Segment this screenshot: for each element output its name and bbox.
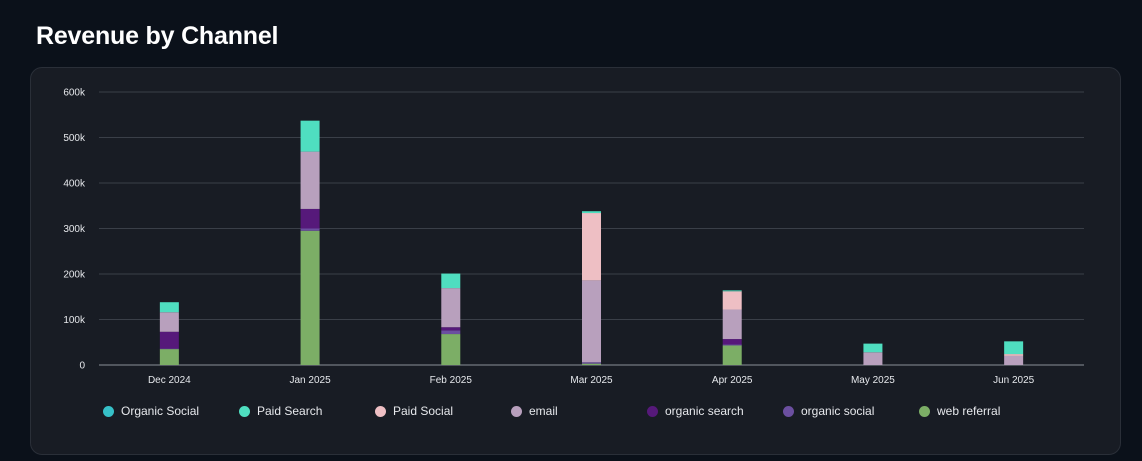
legend-item-organic-social[interactable]: organic social	[783, 404, 919, 418]
y-tick-label: 600k	[63, 88, 86, 99]
legend-dot-icon	[239, 405, 250, 417]
legend-item-organic-social[interactable]: Organic Social	[103, 404, 239, 418]
bar-jan-2025-organic-social[interactable]	[300, 228, 320, 231]
legend-label: organic social	[801, 404, 875, 418]
legend-dot-icon	[103, 405, 114, 417]
x-tick-label: Mar 2025	[570, 375, 613, 386]
bar-may-2025-paid-search[interactable]	[863, 343, 883, 353]
bar-feb-2025-web-referral[interactable]	[441, 334, 461, 365]
y-tick-label: 0	[79, 361, 85, 372]
bar-mar-2025-email[interactable]	[582, 280, 601, 363]
x-tick-label: Feb 2025	[430, 375, 473, 386]
bar-feb-2025-organic-social[interactable]	[441, 330, 461, 335]
bar-jan-2025-organic-search[interactable]	[300, 208, 320, 229]
bar-apr-2025-paid-social[interactable]	[722, 291, 742, 310]
bar-feb-2025-organic-search[interactable]	[441, 327, 461, 331]
bar-dec-2024-paid-search[interactable]	[159, 302, 179, 313]
bar-mar-2025-organic-social[interactable]	[582, 362, 601, 364]
bar-mar-2025-web-referral[interactable]	[582, 363, 601, 365]
legend: Organic Social Paid Search Paid Social emai…	[103, 404, 1055, 418]
bar-apr-2025-email[interactable]	[722, 309, 742, 340]
bar-jun-2025-email[interactable]	[1004, 355, 1024, 365]
legend-label: organic search	[665, 404, 744, 418]
bar-jun-2025-paid-search[interactable]	[1004, 341, 1024, 355]
legend-label: email	[529, 404, 558, 418]
legend-item-paid-search[interactable]: Paid Search	[239, 404, 375, 418]
x-tick-label: Apr 2025	[712, 375, 753, 386]
y-tick-label: 200k	[63, 270, 86, 281]
bar-jan-2025-email[interactable]	[300, 151, 320, 209]
legend-dot-icon	[647, 405, 658, 417]
bar-apr-2025-organic-social[interactable]	[722, 344, 742, 346]
legend-item-paid-social[interactable]: Paid Social	[375, 404, 511, 418]
legend-label: Paid Social	[393, 404, 454, 418]
chart-card: 0 100k 200k 300k 400k 500k 600k Dec 2024 Jan 20…	[30, 67, 1121, 455]
bar-feb-2025-paid-search[interactable]	[441, 273, 461, 289]
bar-dec-2024-email[interactable]	[159, 312, 179, 332]
legend-item-web-referral[interactable]: web referral	[919, 404, 1055, 418]
legend-label: web referral	[937, 404, 1001, 418]
legend-label: Paid Search	[257, 404, 323, 418]
legend-dot-icon	[511, 405, 522, 417]
legend-label: Organic Social	[121, 404, 200, 418]
bar-dec-2024-web-referral[interactable]	[159, 349, 179, 365]
x-axis-ticks: Dec 2024 Jan 2025 Feb 2025 Mar 2025 Apr 2025…	[148, 375, 1035, 386]
bar-may-2025-email[interactable]	[863, 352, 883, 365]
bar-jan-2025-paid-search[interactable]	[300, 120, 320, 152]
y-axis-ticks: 0 100k 200k 300k 400k 500k 600k	[63, 88, 86, 372]
legend-dot-icon	[919, 405, 930, 417]
bar-dec-2024-organic-social[interactable]	[159, 348, 179, 350]
bar-jun-2025-paid-social[interactable]	[1004, 354, 1024, 356]
x-tick-label: Jun 2025	[993, 375, 1035, 386]
legend-item-organic-search[interactable]: organic search	[647, 404, 783, 418]
x-tick-label: May 2025	[851, 375, 895, 386]
y-tick-label: 500k	[63, 133, 86, 144]
legend-dot-icon	[783, 405, 794, 417]
y-tick-label: 100k	[63, 315, 86, 326]
bar-dec-2024-organic-search[interactable]	[159, 331, 179, 349]
page-title: Revenue by Channel	[36, 22, 279, 50]
x-tick-label: Jan 2025	[289, 375, 331, 386]
bars	[159, 120, 1024, 365]
bar-mar-2025-paid-search[interactable]	[582, 211, 601, 214]
bar-feb-2025-email[interactable]	[441, 288, 461, 328]
y-tick-label: 400k	[63, 179, 86, 190]
bar-jan-2025-web-referral[interactable]	[300, 230, 320, 365]
bar-apr-2025-paid-search[interactable]	[722, 290, 742, 292]
bar-apr-2025-organic-search[interactable]	[722, 339, 742, 345]
x-tick-label: Dec 2024	[148, 375, 191, 386]
legend-item-email[interactable]: email	[511, 404, 647, 418]
legend-dot-icon	[375, 405, 386, 417]
y-tick-label: 300k	[63, 224, 86, 235]
bar-apr-2025-web-referral[interactable]	[722, 345, 742, 365]
bar-mar-2025-paid-social[interactable]	[582, 213, 601, 281]
revenue-stacked-bar-chart: 0 100k 200k 300k 400k 500k 600k Dec 2024 Jan 20…	[63, 88, 1084, 386]
